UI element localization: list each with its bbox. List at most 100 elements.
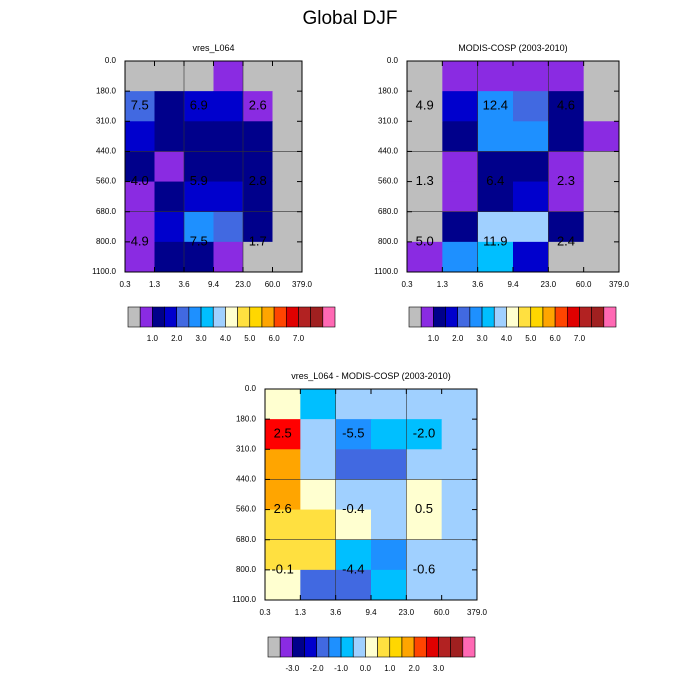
colorbar-label: -1.0 [334,664,348,673]
heatmap-cell [300,509,337,541]
heatmap-cell [184,151,214,183]
colorbar-swatch [273,306,287,328]
panel-title: vres_L064 - MODIS-COSP (2003-2010) [291,371,450,381]
heatmap-cell [265,449,301,480]
x-tick-label: 379.0 [292,280,313,289]
x-tick-label: 1.3 [295,608,307,617]
y-tick-label: 0.0 [387,56,399,65]
heatmap-cell [371,449,407,480]
data-label: -0.1 [271,561,293,576]
colorbar-label: 5.0 [525,334,537,343]
colorbar-swatch [225,306,238,328]
colorbar-swatch [413,636,427,658]
data-label: 5.9 [190,173,208,188]
colorbar-swatch [176,306,190,328]
colorbar-swatch [554,306,568,328]
colorbar-swatch [164,306,178,328]
heatmap-cell [265,569,301,601]
colorbar-label: 1.0 [384,664,396,673]
colorbar-swatch [518,306,532,328]
x-tick-label: 3.6 [178,280,190,289]
heatmap-cell [442,61,479,92]
heatmap-cell [300,569,337,601]
y-tick-label: 680.0 [378,207,399,216]
y-tick-label: 680.0 [96,207,117,216]
colorbar-label: 6.0 [550,334,562,343]
heatmap-cell [441,479,478,511]
y-tick-label: 310.0 [378,116,399,125]
colorbar-swatch [322,306,336,328]
heatmap-cell [406,539,443,571]
heatmap-cell [406,419,443,450]
colorbar-swatch [352,636,366,658]
x-tick-label: 23.0 [399,608,415,617]
colorbar-swatch [267,636,281,658]
heatmap-cell [583,241,620,273]
heatmap-cell [213,181,244,213]
heatmap-cell [243,61,273,92]
x-tick-label: 1.3 [437,280,449,289]
heatmap-cell [441,569,478,601]
x-tick-label: 60.0 [434,608,450,617]
x-tick-label: 1.3 [149,280,161,289]
heatmap-cell [184,61,214,92]
x-tick-label: 9.4 [507,280,519,289]
data-label: 7.5 [131,98,149,113]
heatmap-cell [441,509,478,541]
data-label: 2.8 [249,173,267,188]
heatmap-cell [406,509,443,541]
heatmap-cell [213,211,244,243]
x-tick-label: 23.0 [235,280,251,289]
x-tick-label: 60.0 [265,280,281,289]
panel-title: MODIS-COSP (2003-2010) [458,43,567,53]
data-label: 2.6 [274,501,292,516]
y-tick-label: 180.0 [96,86,117,95]
heatmap-cell [243,181,273,213]
heatmap-cell [265,389,301,420]
heatmap-cell [583,61,620,92]
heatmap-cell [548,121,585,152]
heatmap-cell [407,91,443,122]
colorbar-swatch [261,306,275,328]
colorbar-swatch [304,636,318,658]
heatmap-cell [548,211,585,243]
heatmap-cell [184,241,214,273]
heatmap-cell [184,181,214,213]
heatmap-cell [371,389,407,420]
heatmap-cell [125,241,155,273]
heatmap-cell [265,539,301,571]
heatmap-cell [441,539,478,571]
x-tick-label: 23.0 [541,280,557,289]
heatmap-cell [406,479,443,511]
heatmap-cell [442,211,479,243]
colorbar-swatch [200,306,214,328]
data-label: 11.9 [483,233,507,248]
data-label: -5.5 [342,426,364,441]
heatmap-cell [300,539,337,571]
heatmap-cell [548,181,585,213]
x-tick-label: 9.4 [208,280,220,289]
data-label: 4.9 [416,98,434,113]
colorbar-label: 4.0 [501,334,513,343]
heatmap-cell [184,121,214,152]
y-tick-label: 310.0 [236,444,257,453]
colorbar-swatch [457,306,471,328]
heatmap-cell [477,181,514,213]
heatmap-cell [335,569,372,601]
heatmap-cell [513,61,549,92]
colorbar-label: 2.0 [171,334,183,343]
heatmap-cell [272,121,303,152]
heatmap-cell [213,241,244,273]
heatmap-cell [213,121,244,152]
heatmap-cell [335,509,372,541]
heatmap-cell [477,91,514,122]
colorbar-swatch [469,306,483,328]
heatmap-cell [513,211,549,243]
data-label: 12.4 [483,98,508,113]
heatmap-cell [272,151,303,183]
colorbar-label: 4.0 [220,334,232,343]
data-label: -4.4 [342,561,364,576]
heatmap-cell [184,211,214,243]
heatmap-cell [335,389,372,420]
x-tick-label: 0.3 [119,280,131,289]
